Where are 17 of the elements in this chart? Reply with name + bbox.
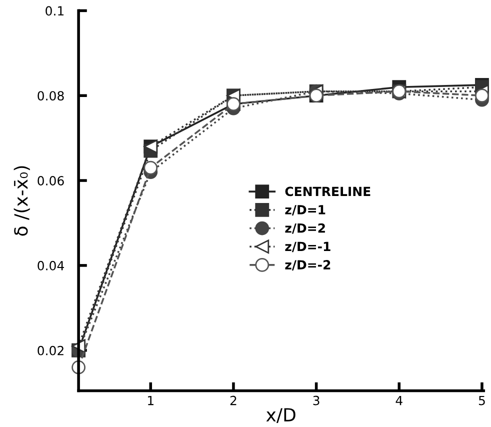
y-tick-label: 0.04 [38, 260, 64, 270]
legend-label: CENTRELINE [285, 186, 370, 196]
legend-label: z/D=2 [285, 223, 325, 234]
legend-label: z/D=-1 [285, 242, 330, 252]
x-tick-label: 5 [478, 396, 485, 406]
x-tick-label: 3 [313, 396, 320, 406]
x-axis-title: x/D [266, 408, 296, 424]
y-tick-label: 0.08 [38, 91, 64, 101]
y-tick-label: 0.1 [46, 6, 64, 16]
x-tick-label: 2 [230, 396, 236, 406]
y-tick-label: 0.02 [38, 346, 64, 356]
x-tick-label: 4 [396, 396, 402, 406]
legend-label: z/D=-2 [285, 260, 330, 270]
x-tick-label: 1 [148, 396, 154, 406]
legend-label: z/D=1 [285, 205, 326, 216]
y-tick-label: 0.06 [38, 176, 64, 186]
y-axis-title: δ /(x-x̄₀) [14, 166, 30, 236]
